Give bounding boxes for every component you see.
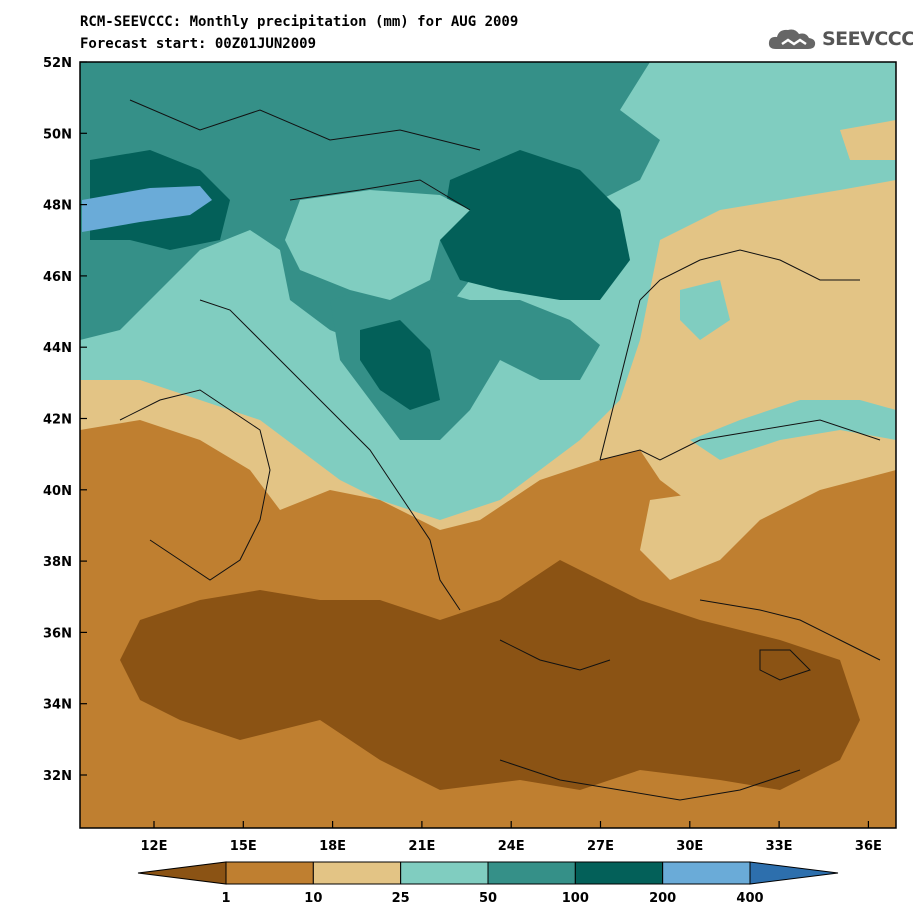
lat-label: 46N	[43, 270, 72, 285]
lon-label: 27E	[587, 839, 614, 854]
lat-label: 44N	[43, 341, 72, 356]
colorbar-threshold-label: 10	[304, 891, 322, 906]
central-europe-borders	[129, 99, 481, 151]
field-200-400-alps	[82, 186, 212, 232]
libya-egypt-coast	[499, 759, 801, 801]
map-frame	[79, 61, 897, 829]
black-sea-west-coast	[599, 299, 641, 461]
lon-label: 30E	[676, 839, 703, 854]
field-100-200-dinarics	[360, 320, 440, 410]
colorbar-swatch	[487, 861, 576, 885]
colorbar-swatch	[225, 861, 314, 885]
crete-coast	[499, 639, 611, 671]
cloud-icon	[768, 29, 816, 49]
lat-label: 48N	[43, 199, 72, 214]
colorbar-threshold-label: 400	[736, 891, 763, 906]
colorbar-threshold-label: 50	[479, 891, 497, 906]
precipitation-field	[80, 62, 896, 828]
hungary-border	[289, 179, 471, 211]
colorbar-max-arrow	[749, 861, 839, 885]
field-25-50-odessa	[680, 280, 730, 340]
black-sea-south-coast	[599, 419, 881, 461]
lat-label: 50N	[43, 127, 72, 142]
black-sea-north-coast	[639, 249, 860, 301]
lat-label: 36N	[43, 626, 72, 641]
lon-label: 18E	[319, 839, 346, 854]
longitude-axis: 12E 15E 18E 21E 24E 27E 30E 33E 36E	[141, 821, 882, 854]
colorbar-swatch	[400, 861, 489, 885]
lon-label: 33E	[766, 839, 793, 854]
lat-label: 40N	[43, 484, 72, 499]
colorbar: 1 10 25 50 100 200 400	[137, 861, 839, 906]
lat-label: 42N	[43, 413, 72, 428]
colorbar-swatch	[574, 861, 664, 885]
forecast-start-subtitle: Forecast start: 00Z01JUN2009	[80, 36, 317, 52]
lon-label: 24E	[498, 839, 525, 854]
lat-label: 52N	[43, 56, 72, 71]
seevccc-logo: SEEVCCC	[766, 24, 913, 54]
field-10-25-anatolia	[640, 490, 760, 580]
field-100-200-carpathian	[440, 150, 630, 300]
colorbar-swatch	[662, 861, 751, 885]
colorbar-threshold-label: 200	[649, 891, 676, 906]
colorbar-swatch	[312, 861, 402, 885]
colorbar-threshold-label: 25	[392, 891, 410, 906]
lat-label: 38N	[43, 555, 72, 570]
field-10-25-ukraine	[840, 120, 896, 160]
lat-label: 32N	[43, 769, 72, 784]
anatolia-south-coast	[699, 599, 881, 661]
field-25-50-pontic	[690, 400, 896, 460]
coastlines	[119, 99, 881, 801]
cyprus-coast	[759, 649, 811, 681]
colorbar-threshold-label: 1	[221, 891, 230, 906]
latitude-axis: 52N 50N 48N 46N 44N 42N 40N 38N 36N 34N 32N	[43, 56, 87, 784]
map-title: RCM-SEEVCCC: Monthly precipitation (mm) …	[80, 14, 519, 30]
adriatic-east-coast	[199, 299, 461, 611]
lon-label: 15E	[230, 839, 257, 854]
italy-coast	[119, 389, 271, 581]
lat-label: 34N	[43, 698, 72, 713]
colorbar-threshold-label: 100	[562, 891, 589, 906]
logo-text: SEEVCCC	[822, 28, 913, 50]
colorbar-min-arrow	[137, 861, 227, 885]
field-25-50-pannonian	[285, 190, 470, 300]
lon-label: 36E	[855, 839, 882, 854]
field-below-1	[120, 560, 860, 790]
lon-label: 12E	[141, 839, 168, 854]
lon-label: 21E	[408, 839, 435, 854]
